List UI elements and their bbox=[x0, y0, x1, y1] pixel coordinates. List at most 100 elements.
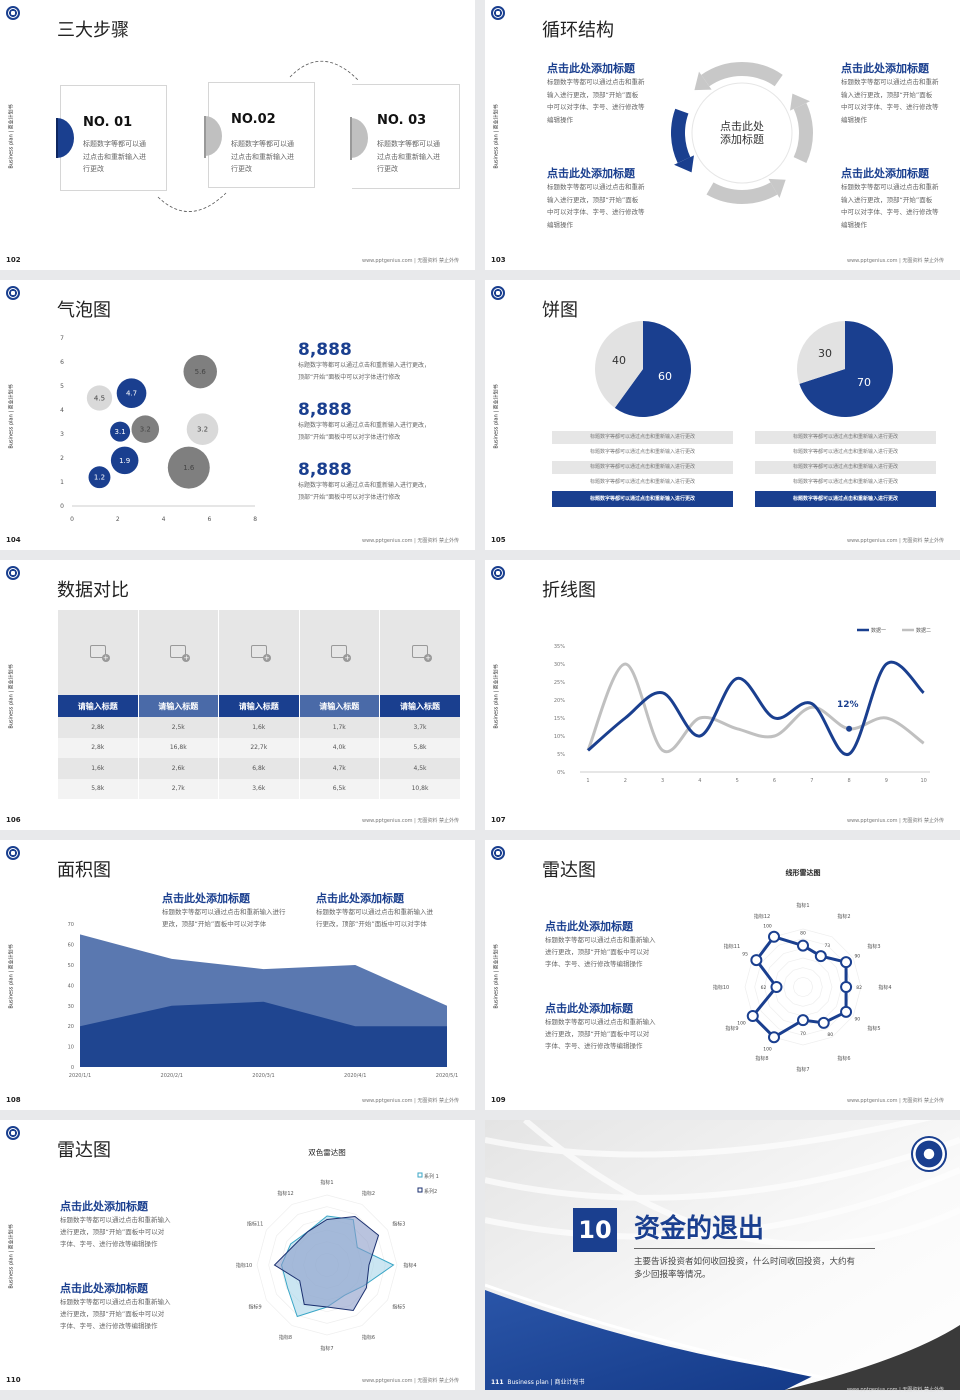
slide-105[interactable]: 饼图 Business plan | 商业计划书 60 40 70 30 105 ww… bbox=[485, 280, 960, 550]
footer-text: www.pptgenius.com | 无图资料 禁止外传 bbox=[361, 538, 459, 544]
logo-icon bbox=[491, 6, 505, 20]
step-number-2: NO.02 bbox=[231, 112, 276, 127]
y-tick-label: 60 bbox=[68, 943, 74, 949]
slide-107[interactable]: 折线图 Business plan | 商业计划书 0% 5% 10% 15% 20% 2… bbox=[485, 560, 960, 830]
slide-title: 面积图 bbox=[57, 860, 111, 881]
x-tick-label: 2020/5/1 bbox=[436, 1073, 458, 1079]
pie-legend-row: 标题数字等都可以通过点击和重新输入进行更改 bbox=[792, 449, 898, 455]
pie-slice bbox=[799, 321, 893, 417]
annotation-dot bbox=[846, 725, 853, 732]
radar-point bbox=[768, 930, 780, 943]
table-cell: 2,7k bbox=[137, 778, 219, 799]
footer-text: www.pptgenius.com | 无图资料 禁止外传 bbox=[846, 538, 944, 544]
x-tick-label: 2020/4/1 bbox=[344, 1073, 366, 1079]
image-icon bbox=[331, 645, 352, 662]
slide-title: 折线图 bbox=[542, 580, 596, 601]
pie-charts: 60 40 70 30 bbox=[595, 321, 893, 417]
step-desc-1: 标题数字等都可以通 过点击和重新输入进 行更改 bbox=[83, 140, 146, 173]
page-number: 109 bbox=[491, 1096, 506, 1104]
legend-label: 系列2 bbox=[424, 1188, 437, 1195]
logo-icon bbox=[491, 846, 505, 860]
image-placeholder[interactable] bbox=[57, 610, 138, 695]
arrowhead-icon bbox=[674, 155, 694, 173]
axis-label: 指标4 bbox=[878, 984, 891, 991]
logo-icon bbox=[6, 566, 20, 580]
axis-label: 指标11 bbox=[247, 1221, 263, 1228]
stat-3: 8,888 标题数字等都可以通过点击和重新输入进行更改， 顶部“开始”面板中可以对字… bbox=[298, 460, 431, 501]
image-icon bbox=[412, 645, 432, 662]
axis-label: 指标12 bbox=[754, 913, 770, 920]
slide-111-section-cover[interactable]: 10 资金的退出 主要告诉投资者如何收回投资，什么时间收回投资，大约有 多少回报率… bbox=[485, 1120, 960, 1400]
slide-109[interactable]: 雷达图 Business plan | 商业计划书 线形雷达图 指标1 指标2 指标3… bbox=[485, 840, 960, 1110]
image-placeholder[interactable] bbox=[379, 610, 460, 695]
bubble bbox=[110, 421, 131, 442]
slide-106[interactable]: 数据对比 Business plan | 商业计划书 请输入标题请输入标题请输入… bbox=[0, 560, 475, 830]
image-placeholder[interactable] bbox=[298, 610, 380, 695]
cycle-arrow-3 bbox=[706, 182, 778, 204]
y-tick-label: 25% bbox=[554, 680, 565, 686]
table-cell: 2,5k bbox=[137, 717, 219, 738]
step-card-1[interactable] bbox=[60, 85, 167, 191]
table-cell: 22,7k bbox=[218, 737, 299, 758]
slide-102[interactable]: 三大步骤 Business plan | 商业计划书 NO. 01 标题数字等都… bbox=[0, 0, 475, 270]
y-tick-label: 70 bbox=[68, 922, 74, 928]
y-tick-label: 6 bbox=[60, 359, 64, 366]
slide-title: 三大步骤 bbox=[57, 20, 129, 41]
background-swoosh bbox=[485, 1120, 960, 1400]
slide-103[interactable]: 循环结构 Business plan | 商业计划书 点击此处 添加标题 点击此处… bbox=[485, 0, 960, 270]
stat-2: 8,888 标题数字等都可以通过点击和重新输入进行更改， 顶部“开始”面板中可以对字… bbox=[298, 400, 431, 441]
bubble bbox=[110, 446, 139, 475]
logo-icon bbox=[491, 286, 505, 300]
slide-title: 循环结构 bbox=[542, 20, 614, 41]
step-card-3[interactable] bbox=[352, 84, 460, 189]
y-tick-label: 4 bbox=[60, 407, 64, 414]
page-number: 106 bbox=[6, 816, 21, 824]
arrowhead-icon bbox=[790, 93, 810, 111]
y-tick-label: 3 bbox=[60, 431, 64, 438]
image-placeholder[interactable] bbox=[218, 610, 299, 695]
bubble bbox=[131, 415, 160, 443]
column-header: 请输入标题 bbox=[137, 695, 219, 717]
y-tick-label: 30% bbox=[554, 662, 565, 668]
page-number: 105 bbox=[491, 536, 506, 544]
slide-110[interactable]: 雷达图 Business plan | 商业计划书 双色雷达图 指标1 指标2 指标3… bbox=[0, 1120, 475, 1390]
data-label: 100 bbox=[737, 1021, 746, 1027]
table-cell: 1,6k bbox=[57, 758, 138, 779]
bubble-label: 1.6 bbox=[183, 464, 195, 472]
footer-text: www.pptgenius.com | 无图资料 禁止外传 bbox=[361, 1098, 459, 1104]
y-tick-label: 7 bbox=[60, 335, 64, 342]
axis-label: 指标5 bbox=[392, 1304, 405, 1311]
axis-label: 指标1 bbox=[796, 902, 809, 909]
section-description: 主要告诉投资者如何收回投资，什么时间收回投资，大约有 多少回报率等情况。 bbox=[634, 1257, 856, 1280]
slide-108[interactable]: 面积图 Business plan | 商业计划书 0 10 20 30 40 50 60 7… bbox=[0, 840, 475, 1110]
pie-label: 40 bbox=[612, 354, 626, 367]
axis-label: 指标9 bbox=[249, 1304, 262, 1311]
pie-slice bbox=[595, 321, 643, 408]
cycle-center-title[interactable]: 点击此处 添加标题 bbox=[720, 120, 764, 146]
axis-label: 指标6 bbox=[837, 1055, 850, 1062]
bubble bbox=[116, 378, 147, 409]
pie-legend-row: 标题数字等都可以通过点击和重新输入进行更改 bbox=[589, 479, 695, 485]
bubble bbox=[167, 446, 210, 489]
image-icon bbox=[250, 645, 271, 662]
x-tick-label: 5 bbox=[736, 778, 739, 784]
pie-label: 60 bbox=[658, 370, 672, 383]
table-row: 2,8k 2,5k 1,6k 1,7k 3,7k bbox=[57, 717, 460, 738]
x-tick-label: 0 bbox=[70, 516, 74, 523]
pie-label: 70 bbox=[857, 376, 871, 389]
footer-text: www.pptgenius.com | 无图资料 禁止外传 bbox=[361, 1378, 459, 1384]
pie-legend-row: 标题数字等都可以通过点击和重新输入进行更改 bbox=[552, 431, 733, 444]
column-header: 请输入标题 bbox=[57, 695, 138, 717]
image-placeholder[interactable] bbox=[137, 610, 219, 695]
data-label: 90 bbox=[854, 1016, 860, 1022]
table-cell: 5,8k bbox=[57, 778, 138, 799]
legend-swatch bbox=[417, 1187, 423, 1193]
half-circle-3 bbox=[351, 118, 368, 158]
data-label: 100 bbox=[763, 1046, 772, 1052]
slide-title: 雷达图 bbox=[542, 860, 596, 881]
dashed-connectors bbox=[157, 60, 359, 212]
bubble-label: 3.2 bbox=[140, 426, 151, 434]
step-desc-3: 标题数字等都可以通 过点击和重新输入进 行更改 bbox=[377, 140, 440, 173]
